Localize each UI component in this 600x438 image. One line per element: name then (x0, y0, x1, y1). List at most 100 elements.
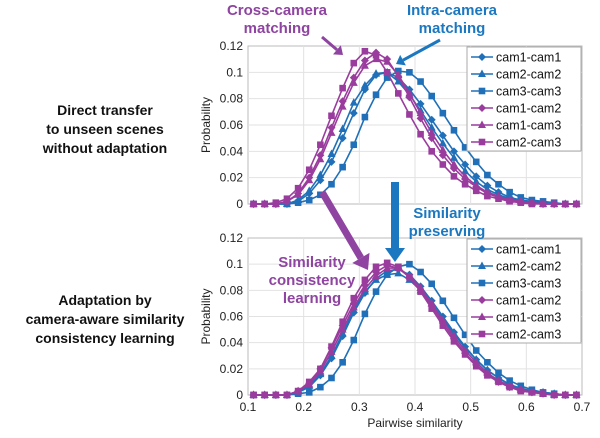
data-point-square (383, 74, 391, 81)
data-point-square (339, 358, 346, 366)
data-point-triangle (327, 128, 336, 136)
data-point-square (283, 195, 291, 203)
data-point-square (506, 188, 513, 196)
arrow-similarity-preserving-head (385, 248, 405, 262)
data-point-diamond (438, 131, 447, 140)
arrow-cross-camera (321, 35, 343, 55)
data-point-square (495, 369, 502, 377)
y-tick-label: 0.02 (220, 171, 244, 185)
data-point-square (294, 199, 302, 206)
x-tick-label: 0.7 (574, 400, 591, 414)
arrow-cross-camera-shaft (321, 35, 338, 51)
data-point-triangle (372, 275, 381, 283)
data-point-square (395, 90, 402, 97)
data-point-square (350, 59, 358, 67)
data-point-square (305, 196, 313, 204)
data-point-diamond (416, 99, 425, 108)
arrow-similarity-preserving (385, 182, 405, 262)
legend-entry: cam1-cam2 (496, 102, 561, 116)
legend: cam1-cam1 cam2-cam2 cam3-cam3 cam1-cam2 cam1… (466, 238, 582, 344)
data-point-square (428, 92, 435, 100)
data-point-square (250, 200, 257, 208)
series-cam2-cam3 (250, 259, 580, 399)
legend-entry: cam2-cam2 (496, 68, 561, 82)
data-point-square (317, 383, 324, 391)
data-point-square (272, 199, 280, 206)
annotation-similarity-consistency: consistency (269, 272, 356, 289)
data-point-square (294, 387, 302, 395)
annotation-cross-camera: Cross-camera (227, 2, 328, 19)
data-point-square (461, 331, 469, 339)
data-point-square (372, 288, 380, 295)
data-point-square (417, 288, 424, 295)
data-point-square (328, 343, 335, 350)
data-point-triangle (394, 77, 403, 85)
arrow-intra-camera-head (396, 54, 406, 66)
data-point-triangle (405, 88, 414, 97)
data-point-triangle (338, 325, 347, 333)
legend-entry: cam2-cam3 (496, 136, 561, 150)
data-point-square (328, 374, 335, 382)
legend-entry: cam2-cam2 (496, 260, 561, 274)
data-point-triangle (438, 145, 447, 154)
data-point-triangle (327, 149, 336, 157)
data-point-diamond (449, 147, 458, 156)
data-point-square (428, 280, 435, 288)
series-cam2-cam3 (250, 47, 580, 208)
data-point-square (562, 200, 569, 208)
plot-bottom: 0 0.02 0.04 0.06 0.08 0.1 0.12 0.1 0.2 0.3 0.4 0.5 0… (199, 231, 591, 430)
data-point-square (406, 111, 413, 118)
data-point-square (372, 263, 380, 271)
arrow-intra-camera (396, 38, 441, 66)
data-point-triangle (316, 154, 325, 163)
y-tick-label: 0.02 (220, 362, 244, 376)
data-point-triangle (360, 284, 369, 293)
y-axis-label: Probability (199, 97, 213, 153)
data-point-triangle (383, 57, 392, 65)
annotation-similarity-preserving: preserving (409, 223, 486, 240)
data-point-square (506, 198, 513, 205)
data-point-square (406, 69, 413, 76)
data-point-square (439, 297, 447, 305)
data-point-square (450, 338, 458, 345)
data-point-triangle (478, 69, 486, 77)
data-point-triangle (360, 81, 369, 89)
data-point-square (294, 184, 302, 192)
side-label-bottom-line: Adaptation by (58, 292, 152, 308)
x-tick-label: 0.5 (462, 400, 479, 414)
data-point-square (417, 78, 424, 85)
data-point-triangle (338, 102, 347, 110)
data-point-square (439, 109, 447, 117)
y-tick-label: 0.08 (220, 283, 244, 297)
data-point-diamond (472, 172, 481, 181)
legend-entry: cam1-cam3 (496, 119, 561, 133)
data-point-square (372, 51, 380, 59)
data-point-square (439, 161, 447, 168)
data-point-triangle (294, 190, 303, 198)
data-point-square (305, 166, 313, 174)
data-point-square (472, 347, 480, 354)
data-point-diamond (478, 53, 486, 61)
legend-entry: cam1-cam1 (496, 243, 561, 257)
data-point-square (506, 377, 513, 384)
x-tick-label: 0.2 (295, 400, 312, 414)
y-tick-label: 0.12 (220, 231, 244, 245)
side-label-top-line: without adaptation (42, 140, 167, 156)
annotation-similarity-consistency: Similarity (278, 254, 346, 271)
x-axis-label: Pairwise similarity (367, 416, 462, 430)
data-point-square (450, 126, 458, 134)
data-point-triangle (416, 108, 425, 117)
data-point-square (417, 268, 424, 276)
data-point-triangle (349, 98, 358, 106)
y-tick-label: 0.1 (226, 65, 243, 79)
data-point-square (339, 84, 346, 92)
x-tick-label: 0.3 (351, 400, 368, 414)
data-point-diamond (427, 115, 436, 124)
data-point-square (361, 276, 369, 284)
data-point-triangle (360, 61, 369, 69)
data-point-square (539, 200, 547, 208)
data-point-triangle (338, 124, 347, 132)
data-point-square (450, 173, 458, 180)
data-point-diamond (327, 157, 336, 166)
data-point-triangle (478, 312, 486, 320)
